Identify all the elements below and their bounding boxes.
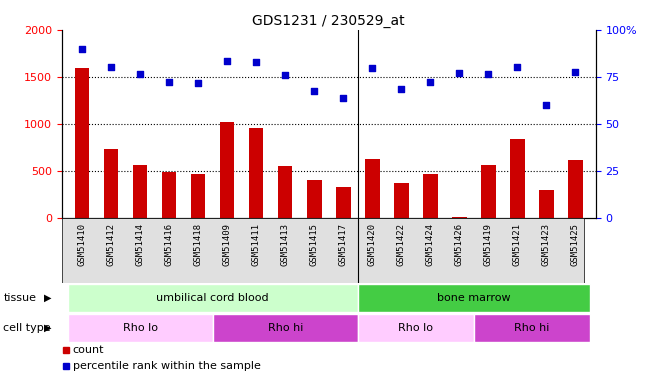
Text: GSM51411: GSM51411	[252, 223, 260, 266]
Point	[570, 69, 581, 75]
Bar	[133, 165, 147, 218]
Point	[251, 59, 262, 65]
Bar	[474, 314, 590, 342]
Text: GSM51416: GSM51416	[165, 223, 174, 266]
Text: Rho hi: Rho hi	[268, 323, 303, 333]
Bar	[191, 174, 206, 217]
Text: ▶: ▶	[44, 323, 52, 333]
Text: ▶: ▶	[44, 293, 52, 303]
Text: bone marrow: bone marrow	[437, 293, 510, 303]
Point	[77, 46, 87, 52]
Bar	[423, 174, 437, 217]
Text: GSM51423: GSM51423	[542, 223, 551, 266]
Title: GDS1231 / 230529_at: GDS1231 / 230529_at	[253, 13, 405, 28]
Point	[193, 80, 203, 86]
Text: GSM51415: GSM51415	[310, 223, 319, 266]
Bar	[104, 149, 118, 217]
Point	[541, 102, 551, 108]
Bar	[249, 128, 264, 217]
Text: GSM51425: GSM51425	[571, 223, 580, 266]
Point	[164, 79, 174, 85]
Bar	[481, 165, 495, 218]
Point	[454, 70, 465, 76]
Text: GSM51420: GSM51420	[368, 223, 377, 266]
Point	[106, 63, 117, 70]
Text: GSM51410: GSM51410	[77, 223, 87, 266]
Point	[222, 58, 232, 64]
Bar	[358, 314, 474, 342]
Bar	[539, 190, 553, 217]
Bar	[365, 159, 380, 218]
Text: Rho hi: Rho hi	[514, 323, 549, 333]
Text: Rho lo: Rho lo	[122, 323, 158, 333]
Point	[512, 64, 523, 70]
Text: GSM51412: GSM51412	[107, 223, 116, 266]
Text: cell type: cell type	[3, 323, 51, 333]
Bar	[336, 187, 350, 218]
Point	[396, 86, 406, 92]
Point	[425, 79, 436, 85]
Text: GSM51414: GSM51414	[135, 223, 145, 266]
Point	[483, 71, 493, 77]
Text: GSM51421: GSM51421	[513, 223, 522, 266]
Point	[135, 71, 145, 77]
Bar	[213, 314, 358, 342]
Bar	[278, 166, 292, 218]
Bar	[68, 314, 213, 342]
Point	[367, 65, 378, 71]
Bar	[75, 68, 89, 218]
Point	[280, 72, 290, 78]
Bar	[307, 180, 322, 218]
Bar	[220, 122, 234, 218]
Text: GSM51418: GSM51418	[194, 223, 202, 266]
Text: count: count	[72, 345, 104, 355]
Bar	[394, 183, 409, 218]
Bar	[358, 284, 590, 312]
Text: GSM51422: GSM51422	[397, 223, 406, 266]
Text: GSM51419: GSM51419	[484, 223, 493, 266]
Bar	[568, 160, 583, 218]
Text: percentile rank within the sample: percentile rank within the sample	[72, 361, 260, 370]
Text: umbilical cord blood: umbilical cord blood	[156, 293, 269, 303]
Text: tissue: tissue	[3, 293, 36, 303]
Bar	[162, 172, 176, 217]
Point	[309, 88, 320, 94]
Text: GSM51417: GSM51417	[339, 223, 348, 266]
Bar	[68, 284, 358, 312]
Text: GSM51409: GSM51409	[223, 223, 232, 266]
Text: GSM51424: GSM51424	[426, 223, 435, 266]
Bar	[510, 139, 525, 218]
Text: GSM51426: GSM51426	[455, 223, 464, 266]
Text: Rho lo: Rho lo	[398, 323, 434, 333]
Text: GSM51413: GSM51413	[281, 223, 290, 266]
Point	[338, 95, 348, 101]
